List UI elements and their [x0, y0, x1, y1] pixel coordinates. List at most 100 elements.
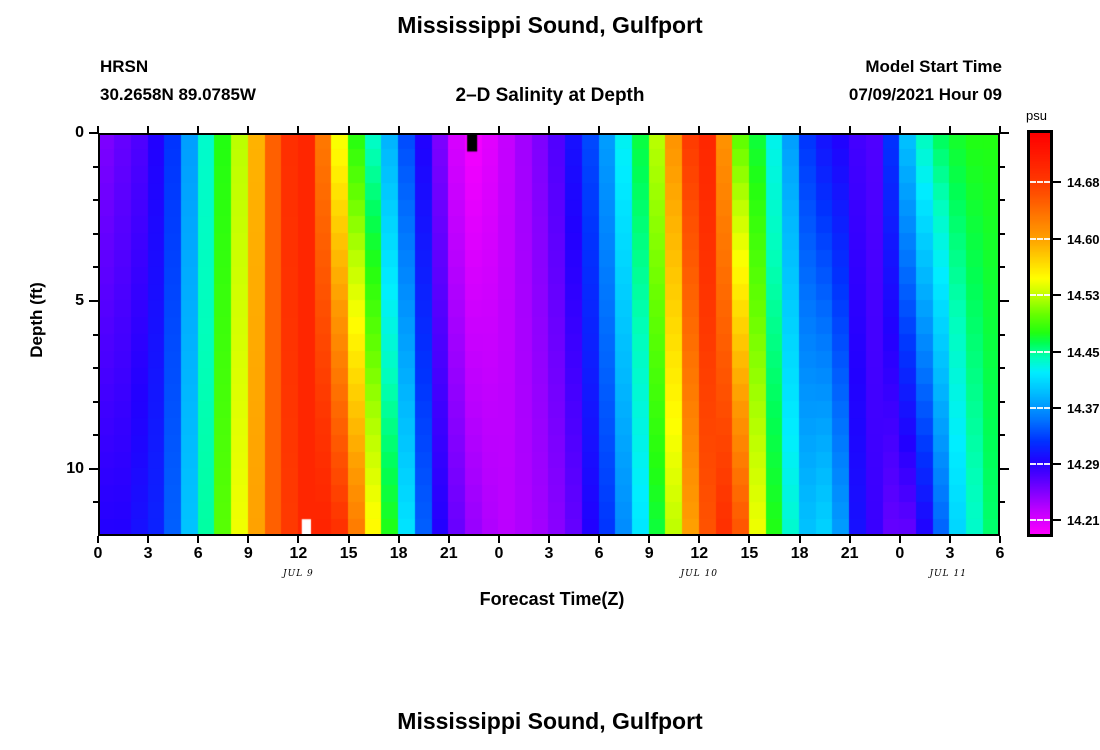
x-tick-top [748, 126, 751, 133]
x-tick-bottom [397, 536, 400, 543]
x-tick-top [197, 126, 200, 133]
colorbar-tick [1053, 294, 1061, 297]
y-tick-left [89, 467, 98, 470]
model-start-value: 07/09/2021 Hour 09 [848, 85, 1002, 104]
x-tick-label: 18 [790, 545, 809, 562]
colorbar-dash [1030, 463, 1050, 465]
plot-subtitle: 2–D Salinity at Depth [455, 85, 645, 106]
y-tick-left [89, 132, 98, 134]
x-tick-top [447, 126, 450, 133]
x-tick-bottom [648, 536, 651, 543]
x-tick-label: 15 [339, 545, 358, 562]
colorbar-tick [1053, 519, 1061, 522]
x-tick-label: 21 [439, 545, 458, 562]
x-tick-label: 15 [740, 545, 759, 562]
station-id: HRSN [100, 57, 149, 76]
x-tick-label: 6 [594, 545, 604, 562]
x-tick-bottom [247, 536, 250, 543]
y-axis-label: Depth (ft) [27, 282, 46, 358]
colorbar-dash [1030, 181, 1050, 183]
colorbar-tick-label: 14.375 [1067, 400, 1100, 416]
y-tick-right [1000, 434, 1005, 437]
colorbar-tick [1053, 463, 1061, 465]
y-tick-left [93, 199, 98, 202]
colorbar-tick [1053, 350, 1061, 353]
y-tick-left [93, 367, 98, 370]
x-tick-top [397, 126, 400, 133]
date-label: JUL 9 [283, 569, 314, 579]
colorbar-tick-label: 14.219 [1067, 513, 1100, 529]
x-tick-bottom [948, 536, 951, 543]
y-tick-left [93, 501, 98, 504]
x-tick-label: 18 [389, 545, 408, 562]
date-label: JUL 10 [680, 569, 719, 579]
y-tick-right [1000, 333, 1005, 336]
x-tick-label: 12 [690, 545, 709, 562]
colorbar-dash [1030, 238, 1050, 240]
colorbar-tick-label: 14.297 [1067, 457, 1100, 472]
x-tick-label: 12 [289, 545, 308, 562]
x-tick-top [698, 126, 701, 133]
y-tick-left [93, 165, 98, 168]
y-tick-left [93, 232, 98, 235]
y-tick-right [1000, 232, 1005, 235]
colorbar-dash [1030, 294, 1050, 297]
station-coordinates: 30.2658N 89.0785W [100, 85, 256, 104]
x-tick-top [948, 126, 951, 133]
colorbar-dash [1030, 519, 1050, 522]
x-tick-bottom [447, 536, 450, 543]
y-tick-right [1000, 367, 1005, 370]
x-tick-top [247, 126, 250, 133]
colorbar-tick-label: 14.453 [1067, 344, 1100, 360]
y-tick-left [89, 299, 98, 302]
x-tick-top [999, 126, 1001, 133]
x-tick-bottom [748, 536, 751, 543]
x-tick-label: 6 [995, 545, 1005, 562]
y-tick-right [1000, 132, 1009, 134]
x-tick-bottom [698, 536, 701, 543]
x-tick-label: 3 [945, 545, 955, 562]
colorbar-tick-label: 14.609 [1067, 232, 1100, 247]
date-label: JUL 11 [929, 569, 967, 579]
colorbar [1027, 130, 1053, 537]
colorbar-tick [1053, 181, 1061, 183]
x-tick-bottom [197, 536, 200, 543]
colorbar-canvas [1030, 133, 1050, 534]
x-tick-top [648, 126, 651, 133]
x-tick-top [497, 126, 500, 133]
x-tick-top [97, 126, 99, 133]
y-tick-right [1000, 299, 1009, 302]
y-tick-right [1000, 501, 1005, 504]
x-tick-top [297, 126, 300, 133]
x-tick-top [147, 126, 150, 133]
x-tick-label: 0 [93, 545, 103, 562]
y-tick-left [93, 400, 98, 403]
colorbar-dash [1030, 406, 1050, 409]
y-tick-left [93, 333, 98, 336]
x-tick-bottom [848, 536, 851, 543]
colorbar-unit-label: psu [1026, 108, 1047, 123]
colorbar-dash [1030, 350, 1050, 353]
x-tick-label: 9 [243, 545, 253, 562]
x-tick-label: 3 [544, 545, 554, 562]
x-axis-label: Forecast Time(Z) [479, 589, 625, 609]
x-tick-label: 0 [494, 545, 504, 562]
x-tick-bottom [347, 536, 350, 543]
x-tick-top [848, 126, 851, 133]
x-tick-bottom [548, 536, 550, 543]
x-tick-bottom [497, 536, 500, 543]
y-tick-right [1000, 165, 1005, 168]
x-tick-bottom [999, 536, 1001, 543]
y-tick-left [93, 266, 98, 269]
x-tick-top [798, 126, 801, 133]
y-tick-label: 10 [66, 459, 84, 477]
x-tick-top [898, 126, 901, 133]
y-tick-right [1000, 266, 1005, 269]
next-plot-title: Mississippi Sound, Gulfport [397, 708, 703, 734]
x-tick-bottom [97, 536, 99, 543]
y-tick-right [1000, 400, 1005, 403]
y-tick-right [1000, 199, 1005, 202]
x-tick-bottom [147, 536, 150, 543]
y-tick-left [93, 434, 98, 437]
